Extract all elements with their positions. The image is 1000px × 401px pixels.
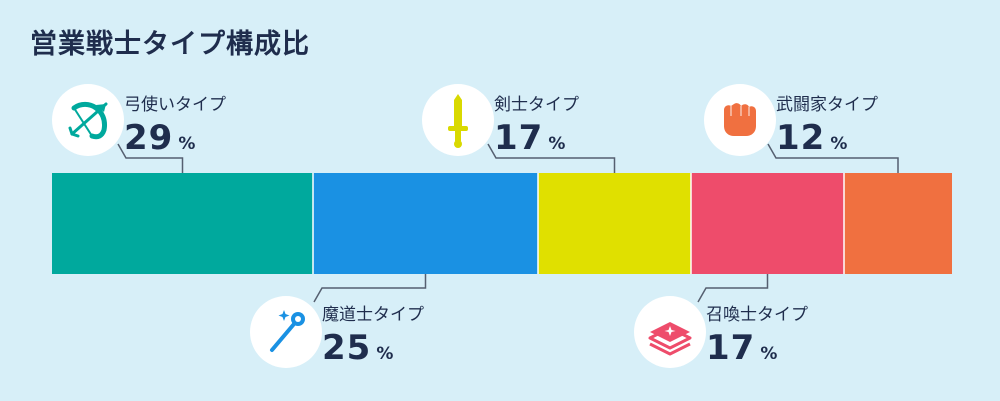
label-name: 魔道士タイプ [322, 305, 424, 325]
label-name: 弓使いタイプ [124, 95, 226, 115]
label-value: 17 [706, 328, 756, 368]
bar-segments [52, 173, 952, 274]
fist-icon [704, 84, 776, 156]
label-name: 剣士タイプ [494, 95, 579, 115]
label-unit: % [548, 134, 566, 154]
bar-segment-swordsman [538, 173, 691, 274]
bar-segment-mage [313, 173, 538, 274]
label-unit: % [760, 344, 778, 364]
bow-arrow-icon [52, 84, 124, 156]
bar-segment-archer [52, 173, 313, 274]
label-value: 17 [494, 118, 544, 158]
label-archer: 弓使いタイプ 29% [124, 90, 226, 158]
leader-line [117, 143, 184, 173]
label-value: 25 [322, 328, 372, 368]
magic-wand-icon [250, 296, 322, 368]
label-summoner: 召喚士タイプ 17% [706, 300, 808, 368]
label-unit: % [830, 134, 848, 154]
label-unit: % [178, 134, 196, 154]
leader-line [487, 143, 616, 173]
label-value: 29 [124, 118, 174, 158]
summon-book-icon [634, 296, 706, 368]
label-value: 12 [776, 118, 826, 158]
connector-lines [117, 143, 899, 303]
label-unit: % [376, 344, 394, 364]
label-name: 武闘家タイプ [776, 95, 878, 115]
leader-line [697, 274, 769, 303]
label-name: 召喚士タイプ [706, 305, 808, 325]
sword-icon [422, 84, 494, 156]
label-swordsman: 剣士タイプ 17% [494, 90, 579, 158]
label-fighter: 武闘家タイプ 12% [776, 90, 878, 158]
bar-segment-fighter [844, 173, 952, 274]
leader-line [767, 143, 899, 173]
bar-segment-summoner [691, 173, 844, 274]
label-mage: 魔道士タイプ 25% [322, 300, 424, 368]
leader-line [313, 274, 427, 303]
chart-title: 営業戦士タイプ構成比 [30, 29, 310, 60]
